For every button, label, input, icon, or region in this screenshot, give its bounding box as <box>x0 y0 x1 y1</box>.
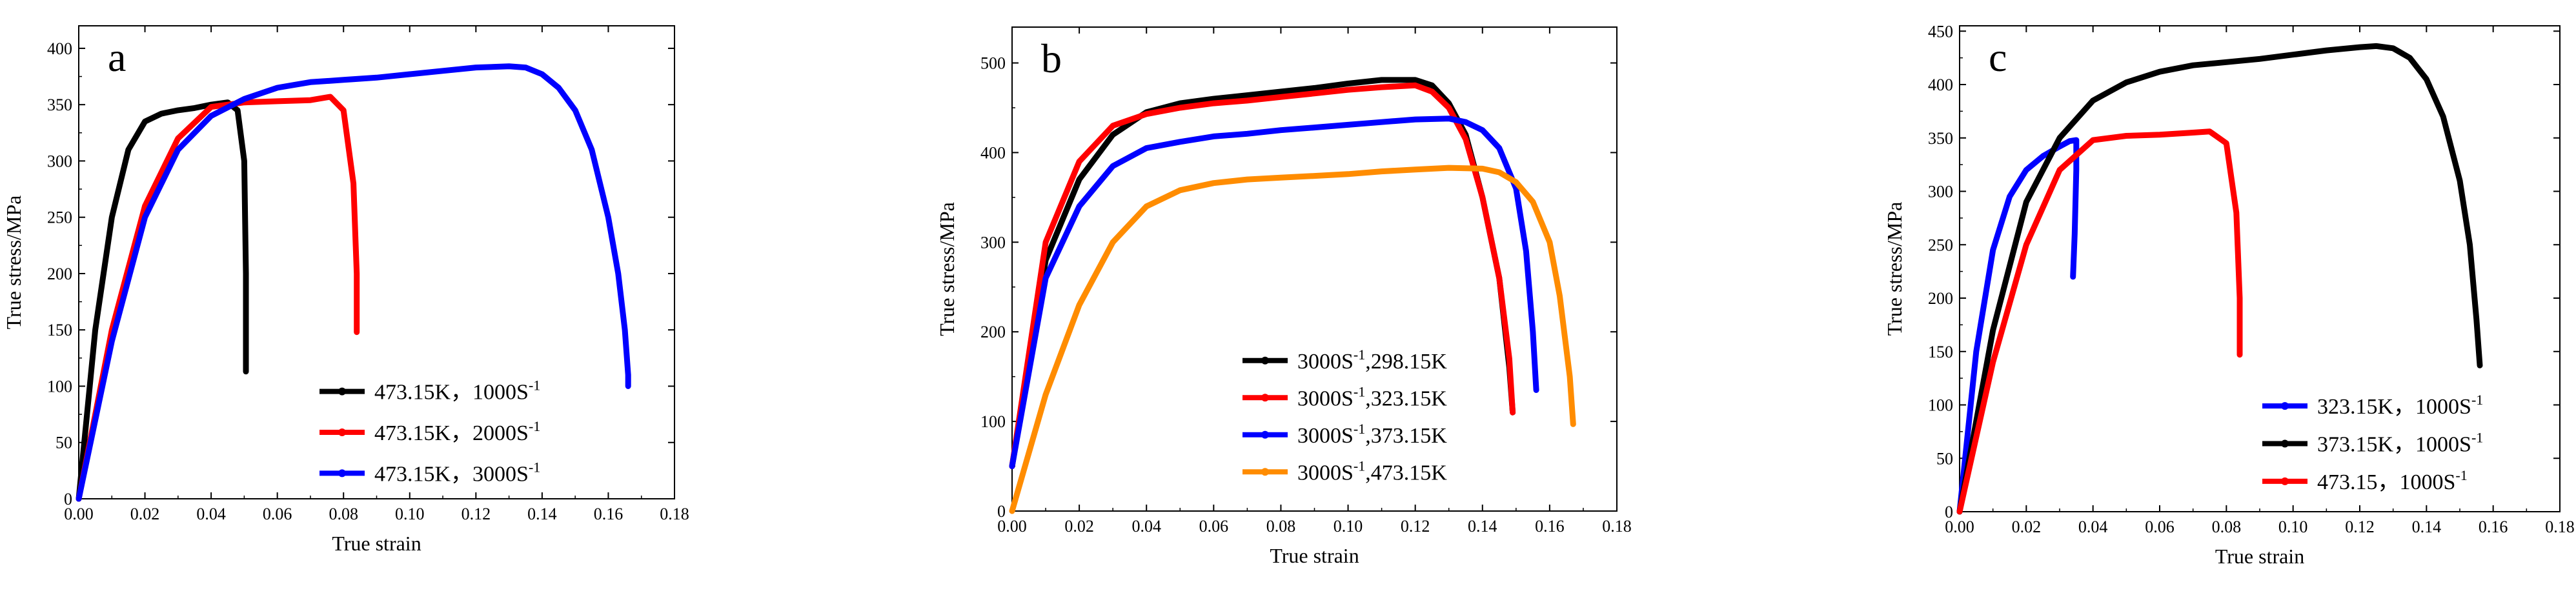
x-axis-label: True strain <box>2215 545 2304 568</box>
panel-label: b <box>1041 35 1062 81</box>
x-tick-label: 0.06 <box>2145 518 2175 536</box>
x-tick-label: 0.04 <box>2078 518 2108 536</box>
x-tick-label: 0.06 <box>1199 517 1229 536</box>
x-tick-label: 0.02 <box>2012 518 2042 536</box>
series-line-1 <box>1956 43 2483 515</box>
y-tick-label: 200 <box>980 323 1006 341</box>
chart-panel-c: 0.00 0.02 0.04 0.06 0.08 0.10 0.12 0.14 0.16 0.18… <box>1883 22 2575 568</box>
legend-label-0: 323.15K，1000S-1 <box>2317 392 2483 419</box>
legend-marker-1 <box>338 428 346 436</box>
x-tick-label: 0.10 <box>395 505 425 523</box>
x-tick-label: 0.02 <box>130 505 160 523</box>
legend-marker-0 <box>2281 402 2289 410</box>
x-axis-label: True strain <box>332 532 421 555</box>
y-tick-label: 150 <box>47 321 72 339</box>
chart-panel-a: 0.00 0.02 0.04 0.06 0.08 0.10 0.12 0.14 0.16 0.18… <box>2 25 689 555</box>
x-tick-label: 0.00 <box>1945 518 1974 536</box>
y-tick-label: 0 <box>64 490 72 508</box>
legend-label-0: 3000S-1,298.15K <box>1297 347 1447 374</box>
x-tick-label: 0.14 <box>2412 518 2442 536</box>
x-tick-label: 0.10 <box>1334 517 1363 536</box>
x-tick-label: 0.00 <box>64 505 94 523</box>
y-axis-label: True stress/MPa <box>2 196 25 330</box>
series-line-2 <box>1956 128 2243 515</box>
y-tick-label: 350 <box>1928 129 1953 148</box>
legend-marker-2 <box>338 469 346 477</box>
y-tick-label: 400 <box>47 39 72 58</box>
x-tick-label: 0.18 <box>2545 518 2575 536</box>
legend-marker-2 <box>1261 430 1269 439</box>
legend-label-3: 3000S-1,473.15K <box>1297 457 1447 485</box>
series-line-2 <box>76 63 631 502</box>
y-tick-label: 100 <box>980 412 1006 431</box>
y-tick-label: 200 <box>1928 289 1953 308</box>
legend-label-2: 473.15，1000S-1 <box>2317 467 2468 494</box>
y-tick-label: 150 <box>1928 343 1953 361</box>
y-tick-label: 350 <box>47 95 72 114</box>
y-tick-label: 300 <box>47 152 72 170</box>
legend-label-0: 473.15K，1000S-1 <box>374 377 540 405</box>
y-tick-label: 100 <box>1928 396 1953 415</box>
y-axis-label: True stress/MPa <box>935 202 958 336</box>
y-tick-label: 0 <box>1945 503 1953 521</box>
chart-panel-b: 0.00 0.02 0.04 0.06 0.08 0.10 0.12 0.14 0.16 0.18… <box>935 26 1632 567</box>
x-tick-label: 0.14 <box>527 505 557 523</box>
x-tick-label: 0.08 <box>2212 518 2242 536</box>
legend-label-2: 3000S-1,373.15K <box>1297 421 1447 448</box>
y-tick-label: 100 <box>47 377 72 396</box>
panel-label: c <box>1989 34 2007 80</box>
x-tick-label: 0.08 <box>1266 517 1296 536</box>
x-tick-label: 0.18 <box>1602 517 1632 536</box>
y-axis-label: True stress/MPa <box>1883 202 1906 336</box>
legend-marker-0 <box>1261 356 1269 365</box>
y-tick-label: 0 <box>997 502 1006 521</box>
x-tick-label: 0.04 <box>1131 517 1161 536</box>
x-tick-label: 0.12 <box>461 505 491 523</box>
series-line-1 <box>1009 82 1516 470</box>
series-line-2 <box>1009 116 1539 470</box>
legend-marker-1 <box>1261 394 1269 402</box>
y-tick-label: 500 <box>980 54 1006 73</box>
y-tick-label: 300 <box>1928 183 1953 201</box>
y-tick-label: 400 <box>1928 75 1953 94</box>
x-tick-label: 0.02 <box>1064 517 1094 536</box>
legend-label-2: 473.15K，3000S-1 <box>374 459 540 486</box>
legend-label-1: 473.15K，2000S-1 <box>374 418 540 445</box>
x-tick-label: 0.10 <box>2278 518 2308 536</box>
x-tick-label: 0.06 <box>263 505 292 523</box>
panel-label: a <box>108 34 126 80</box>
series-line-0 <box>76 99 249 502</box>
y-tick-label: 300 <box>980 233 1006 252</box>
x-tick-label: 0.04 <box>196 505 226 523</box>
y-tick-label: 250 <box>47 208 72 227</box>
x-tick-label: 0.14 <box>1468 517 1497 536</box>
legend-label-1: 3000S-1,323.15K <box>1297 383 1447 410</box>
y-tick-label: 250 <box>1928 236 1953 254</box>
legend-label-1: 373.15K，1000S-1 <box>2317 430 2483 457</box>
x-tick-label: 0.08 <box>329 505 358 523</box>
y-tick-label: 50 <box>1936 449 1953 468</box>
x-tick-label: 0.16 <box>2479 518 2508 536</box>
x-tick-label: 0.18 <box>660 505 689 523</box>
x-tick-label: 0.16 <box>1535 517 1565 536</box>
y-tick-label: 400 <box>980 143 1006 162</box>
y-tick-label: 200 <box>47 265 72 283</box>
x-tick-label: 0.16 <box>594 505 624 523</box>
x-tick-label: 0.12 <box>1401 517 1430 536</box>
legend-marker-1 <box>2281 439 2289 448</box>
series-line-1 <box>76 94 360 502</box>
y-tick-label: 450 <box>1928 22 1953 41</box>
series-line-3 <box>1009 165 1576 514</box>
legend-marker-3 <box>1261 468 1269 476</box>
x-tick-label: 0.00 <box>997 517 1027 536</box>
x-axis-label: True strain <box>1270 544 1359 567</box>
legend-marker-2 <box>2281 477 2289 485</box>
legend-marker-0 <box>338 387 346 396</box>
y-tick-label: 50 <box>56 434 72 452</box>
x-tick-label: 0.12 <box>2345 518 2375 536</box>
